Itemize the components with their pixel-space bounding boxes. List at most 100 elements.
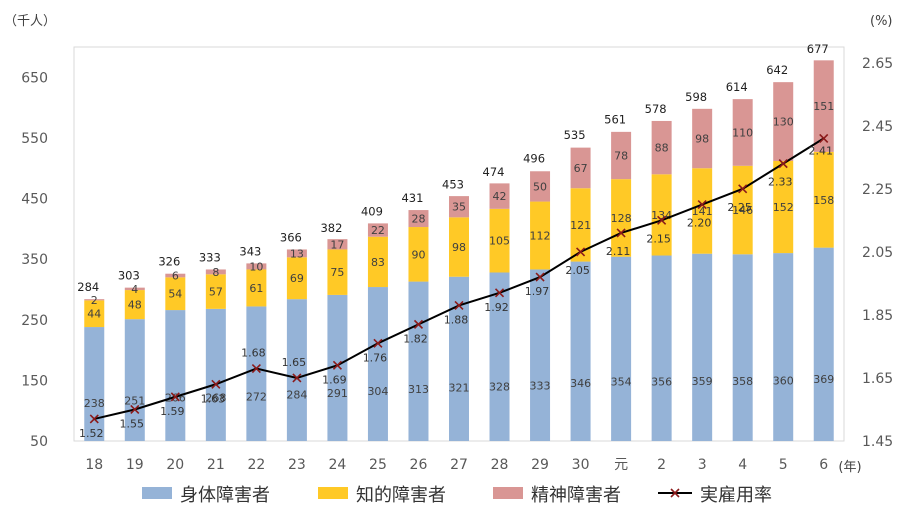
y-right-tick-label: 1.45 [862,434,893,450]
rate-marker [576,247,586,257]
bar-value-label: 61 [249,282,263,295]
bar-value-label: 291 [327,387,348,400]
rate-marker [494,288,505,298]
x-tick-label: 21 [207,457,225,473]
bar-value-label: 359 [692,375,713,388]
y-right-tick-label: 1.65 [862,371,893,387]
bar-segment [570,188,591,262]
rate-value-label: 1.88 [444,313,469,326]
rate-value-label: 1.55 [120,417,145,430]
rate-point [373,338,383,348]
bar-segment [286,249,307,258]
bar-segment [732,99,753,166]
bar-segment [286,299,307,441]
bar-segment [165,277,186,311]
bar-segment [651,174,672,256]
bar-value-label: 83 [371,256,385,269]
bar-segment [651,255,672,441]
bar-total-label: 535 [564,128,586,142]
bar-value-label: 6 [172,270,179,283]
bar-value-label: 251 [124,394,145,407]
bar-total-label: 598 [685,90,707,104]
x-tick-label: 2 [657,457,666,473]
bar-segment [124,290,145,320]
bar-value-label: 141 [692,205,713,218]
rate-value-label: 2.33 [768,176,793,189]
bar-total-label: 614 [726,80,748,94]
rate-value-label: 1.52 [79,427,104,440]
rate-marker [535,272,545,282]
rate-marker [211,379,221,389]
bar-segment [773,82,794,161]
bar-value-label: 304 [367,385,388,398]
bar-value-label: 358 [732,375,753,388]
bar-value-label: 48 [128,299,142,312]
x-tick-label: 22 [247,457,265,473]
bar-value-label: 146 [732,204,753,217]
bar-value-label: 98 [695,133,709,146]
bar-segment [205,274,226,309]
bar-value-label: 28 [411,213,425,226]
bar-segment [692,253,713,441]
bar-segment [246,306,267,441]
bar-value-label: 272 [246,391,267,404]
bar-segment [165,273,186,278]
bar-segment [327,239,348,250]
rate-marker [332,360,342,370]
x-tick-label: 29 [531,457,549,473]
legend-line-marker [670,488,680,498]
rate-point [332,360,342,370]
rate-point [576,247,586,257]
rate-marker [89,414,99,424]
bar-value-label: 121 [570,219,591,232]
bar-total-label: 474 [483,165,505,179]
x-tick-label: 6 [819,457,828,473]
rate-value-label: 1.59 [160,405,185,418]
bar-value-label: 360 [773,375,794,388]
y-left-tick-label: 350 [21,252,48,268]
y-left-tick-label: 650 [21,70,48,86]
bar-segment [530,171,551,202]
bar-value-label: 158 [813,194,834,207]
bar-value-label: 354 [611,376,632,389]
rate-marker [413,319,424,329]
bar-segment [367,223,388,237]
y-right-tick-label: 1.85 [862,308,893,324]
bar-value-label: 44 [87,308,101,321]
y-right-unit-label: (%) [870,14,893,29]
rate-point [494,288,505,298]
bar-value-label: 268 [205,391,226,404]
x-unit-label: (年) [838,460,861,475]
legend-label: 知的障害者 [356,485,446,506]
rate-point [292,373,302,383]
bar-total-label: 453 [442,178,464,192]
rate-point [170,392,180,402]
bar-value-label: 78 [614,150,628,163]
rate-value-label: 2.15 [646,232,671,245]
bar-value-label: 369 [813,373,834,386]
bar-segment [367,287,388,441]
bar-value-label: 4 [131,283,138,296]
bar-segment [692,108,713,169]
bar-value-label: 50 [533,180,547,193]
bar-value-label: 313 [408,383,429,396]
bar-value-label: 152 [773,201,794,214]
rate-value-label: 1.92 [484,301,509,314]
y-left-tick-label: 250 [21,313,48,329]
bar-segment [408,281,429,441]
x-tick-label: 4 [738,457,747,473]
bar-segment [692,168,713,254]
bar-value-label: 346 [570,377,591,390]
rate-point [778,159,788,169]
rate-value-label: 1.82 [403,332,428,345]
rate-point [535,272,545,282]
bar-segment [165,310,186,441]
rate-marker [170,392,180,402]
rate-point [454,300,464,311]
bar-value-label: 333 [530,380,551,393]
y-left-tick-label: 550 [21,131,48,147]
bar-segment [286,257,307,300]
bar-value-label: 128 [611,212,632,225]
bar-segment [611,131,632,180]
rate-marker [819,133,829,143]
